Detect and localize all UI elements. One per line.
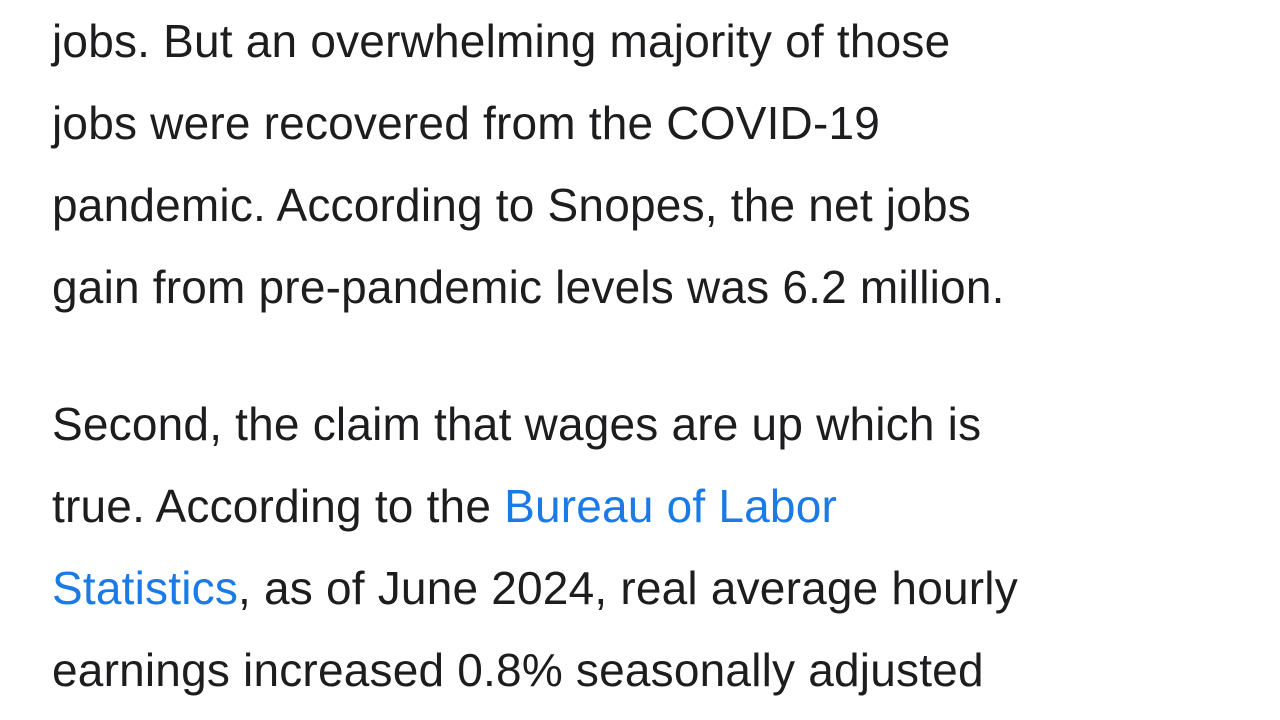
text-line: true. According to the Bureau of Labor	[52, 465, 837, 547]
text-line: Second, the claim that wages are up whic…	[52, 398, 982, 450]
text-line: pandemic. According to Snopes, the net j…	[52, 179, 971, 231]
text-line: gain from pre-pandemic levels was 6.2 mi…	[52, 261, 1005, 313]
text-line: jobs were recovered from the COVID-19	[52, 97, 881, 149]
bls-link-continued[interactable]: Statistics	[52, 562, 239, 614]
text-line: earnings increased 0.8% seasonally adjus…	[52, 644, 984, 696]
text-segment: true. According to the	[52, 480, 505, 532]
bls-link[interactable]: Bureau of Labor	[504, 480, 837, 532]
text-segment: , as of June 2024, real average hourly	[238, 562, 1018, 614]
text-line: Statistics, as of June 2024, real averag…	[52, 547, 1018, 629]
text-line: jobs. But an overwhelming majority of th…	[52, 15, 951, 67]
